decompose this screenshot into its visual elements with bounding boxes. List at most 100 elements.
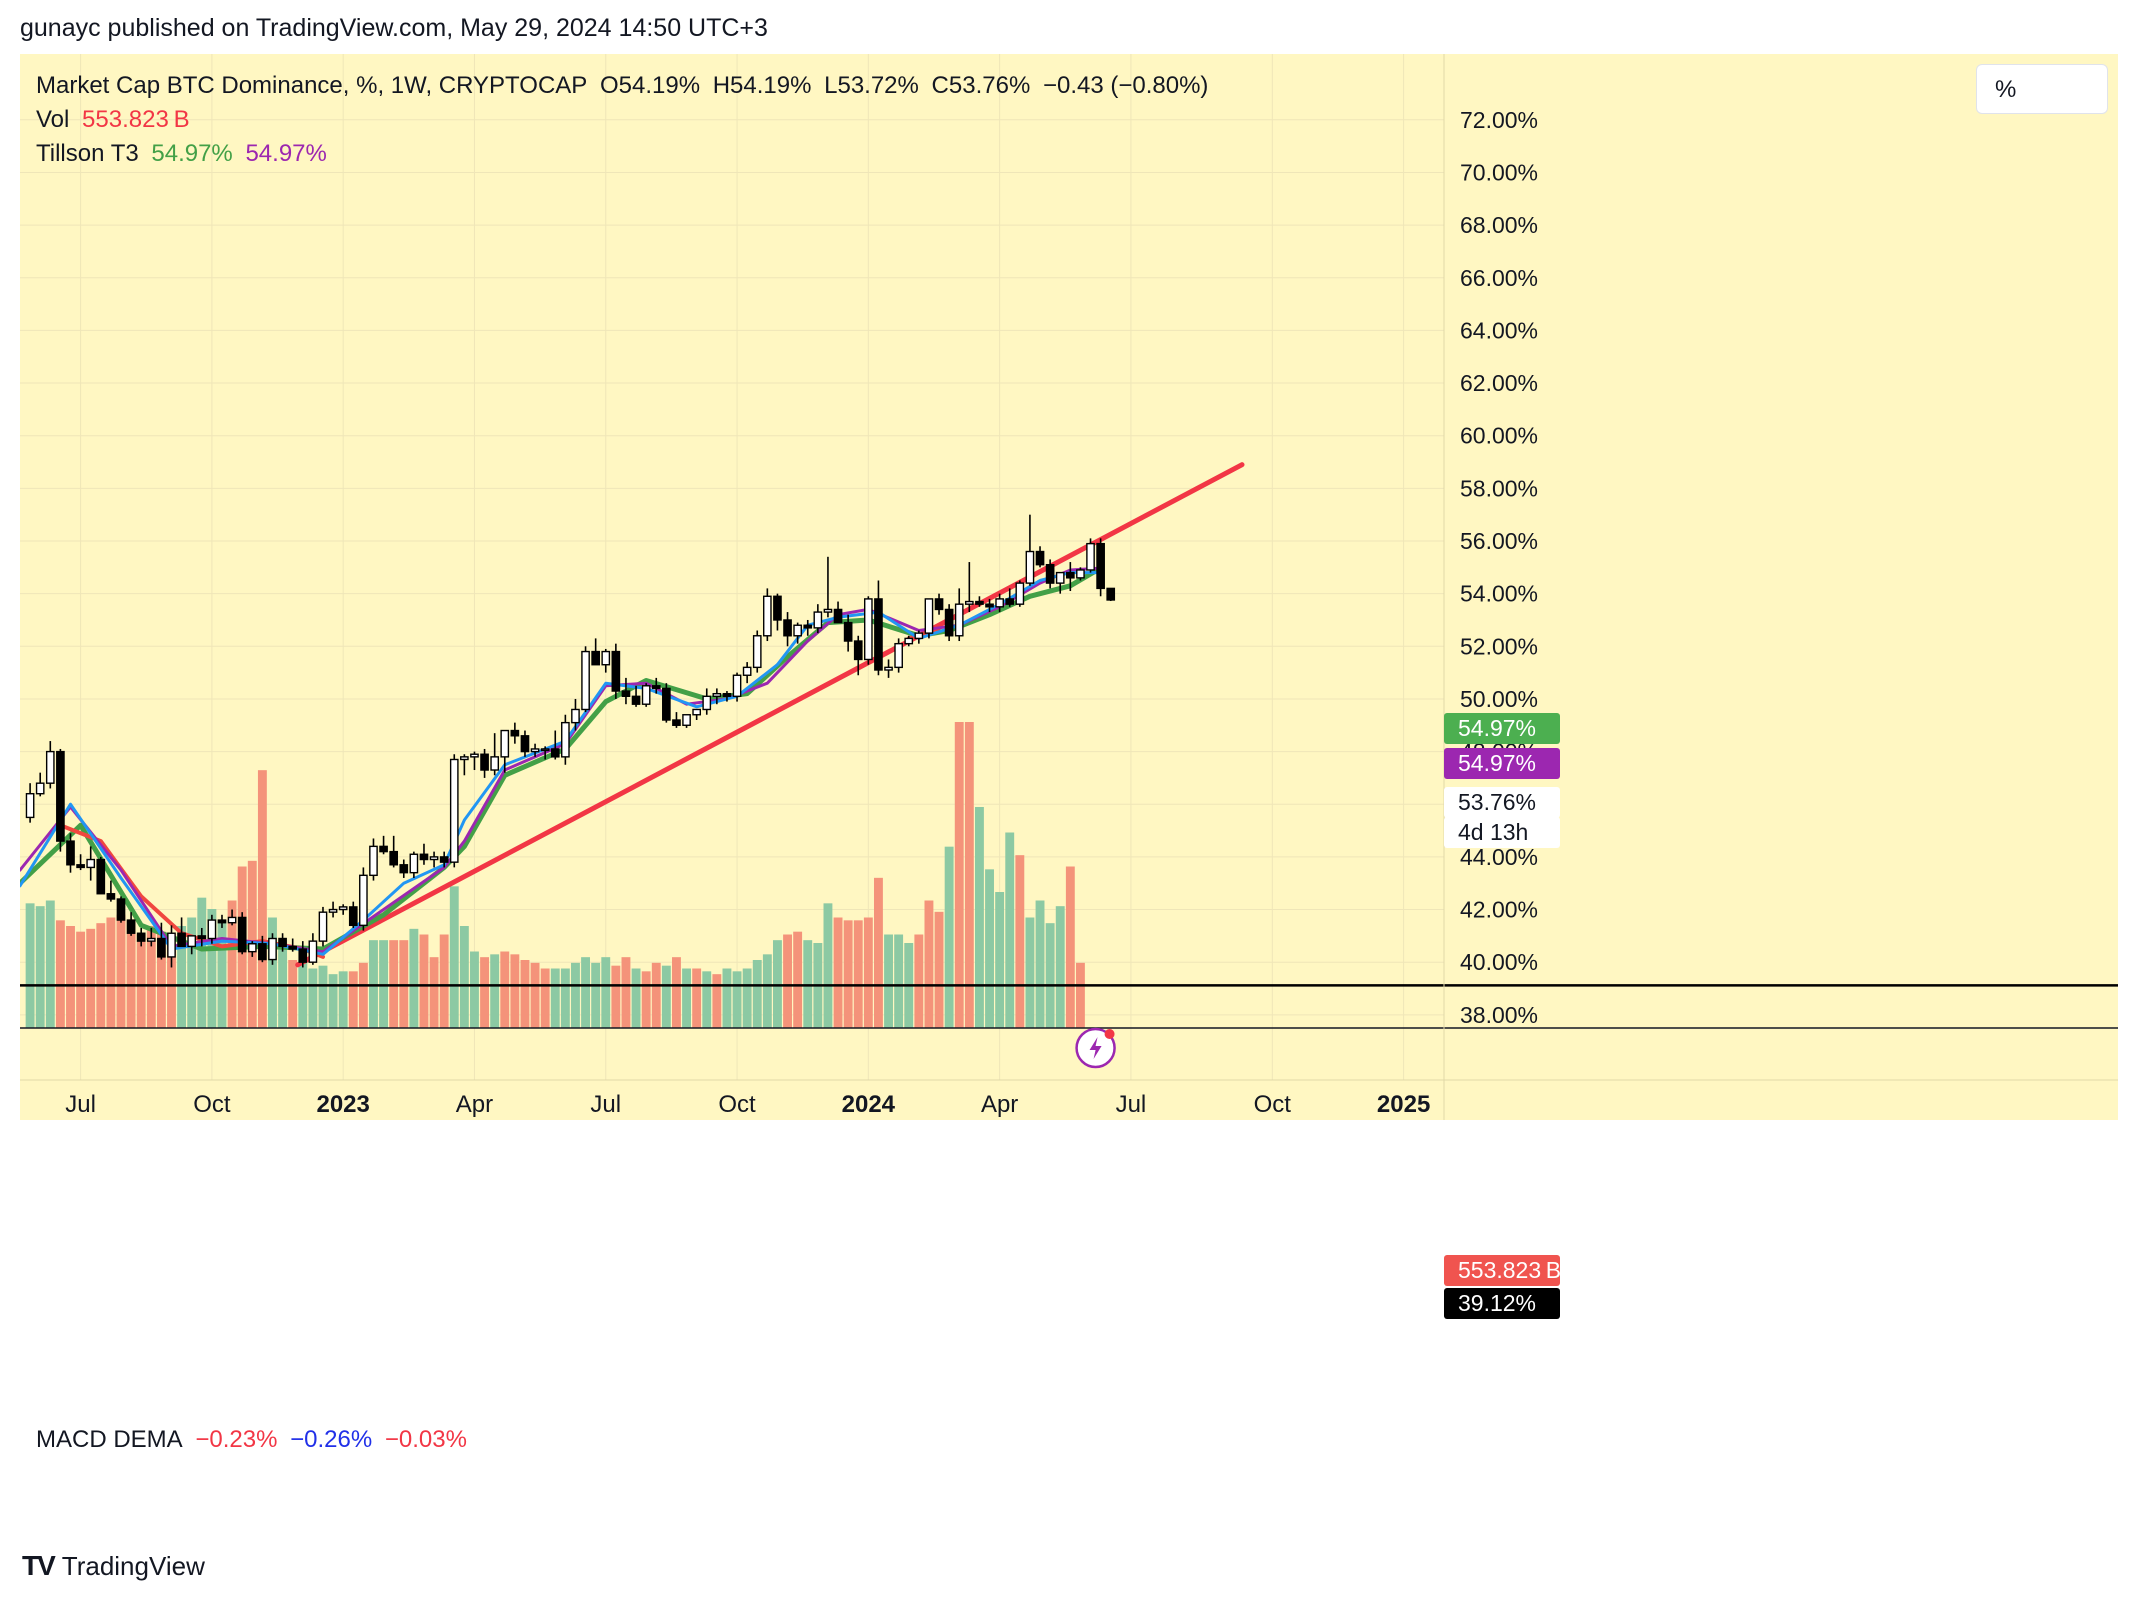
candle-body (611, 650, 621, 692)
publisher-credit: gunayc published on TradingView.com, May… (20, 14, 768, 42)
y-tick-label: 64.00% (1460, 317, 1538, 343)
y-tick-label: 40.00% (1460, 949, 1538, 975)
candle-body (197, 935, 207, 940)
legend-symbol[interactable]: Market Cap BTC Dominance, %, 1W, CRYPTOC… (36, 72, 588, 99)
volume-bar (470, 951, 479, 1028)
candle-body (66, 840, 75, 866)
candle-body (227, 916, 237, 924)
volume-bar (500, 951, 510, 1028)
volume-bar (722, 968, 732, 1028)
candle-body (1055, 571, 1065, 584)
volume-bar (409, 928, 419, 1028)
volume-bar (1045, 923, 1055, 1028)
candle-body (571, 708, 580, 724)
volume-bar (762, 954, 772, 1028)
volume-bar (944, 846, 954, 1028)
volume-bar (702, 971, 712, 1028)
legend-macd-label[interactable]: MACD DEMA (36, 1426, 183, 1453)
volume-bar (76, 931, 86, 1028)
candle-body (439, 856, 449, 863)
legend-low: L53.72% (824, 72, 919, 99)
candle-body (217, 919, 227, 924)
volume-bar (954, 722, 964, 1028)
volume-bar (429, 957, 439, 1028)
legend-volume-row[interactable]: Vol 553.823 B (36, 106, 196, 134)
candle-body (985, 603, 994, 608)
candle-body (874, 598, 883, 671)
x-tick-label: Apr (456, 1091, 493, 1118)
x-tick-label: Apr (981, 1091, 1018, 1118)
x-tick-label: 2025 (1377, 1091, 1430, 1118)
volume-bar (369, 940, 378, 1028)
candle-body (783, 619, 792, 637)
chart-canvas[interactable]: 38.00%40.00%42.00%44.00%46.00%48.00%50.0… (20, 54, 2118, 1530)
volume-bar (257, 770, 267, 1028)
volume-bar (783, 934, 792, 1028)
volume-bar (146, 926, 156, 1028)
candle-body (651, 685, 661, 690)
volume-bar (480, 957, 490, 1028)
price-tag-box (1444, 713, 1560, 744)
candle-body (490, 756, 500, 771)
candle-body (86, 858, 96, 869)
volume-bar (318, 965, 328, 1028)
price-tag-label: 53.76% (1458, 789, 1536, 815)
y-tick-label: 70.00% (1460, 159, 1538, 185)
candle-body (1065, 571, 1075, 579)
candle-body (187, 935, 197, 948)
candle-body (96, 858, 106, 895)
candle-body (1005, 598, 1015, 605)
volume-bar (530, 962, 540, 1028)
volume-bar (459, 926, 469, 1028)
volume-bar (177, 926, 187, 1028)
volume-bar (1075, 962, 1085, 1028)
candle-body (146, 937, 156, 942)
volume-bar (1015, 855, 1025, 1028)
volume-bar (803, 940, 813, 1028)
candle-body (449, 758, 459, 863)
volume-bar (823, 903, 833, 1028)
candle-body (338, 906, 348, 911)
volume-bar (439, 934, 449, 1028)
trendline (295, 462, 1245, 968)
volume-bar (399, 940, 409, 1028)
candle-body (460, 756, 469, 761)
legend-volume-label[interactable]: Vol (36, 106, 70, 133)
x-tick-label: Jul (65, 1091, 96, 1118)
candle-body (631, 695, 641, 705)
volume-bar (560, 968, 570, 1028)
candle-body (76, 864, 85, 869)
candle-body (954, 603, 964, 637)
candle-body (975, 600, 984, 605)
candle-body (803, 624, 813, 629)
scale-mode-button[interactable]: % (1976, 64, 2108, 114)
legend-close: C53.76% (931, 72, 1031, 99)
x-tick-label: Oct (193, 1091, 231, 1118)
candle-body (480, 753, 489, 771)
legend-macd-row[interactable]: MACD DEMA −0.23% −0.26% −0.03% (36, 1426, 473, 1454)
candle-body (298, 948, 308, 963)
candle-body (732, 674, 742, 698)
price-tag-box (1444, 1288, 1560, 1319)
volume-bar (96, 923, 106, 1028)
tradingview-brand[interactable]: TV TradingView (22, 1550, 205, 1582)
price-axis-background (1444, 54, 2118, 1120)
volume-bar (873, 877, 883, 1028)
volume-bar (490, 954, 500, 1028)
price-tag-box (1444, 787, 1560, 818)
candle-body (884, 666, 893, 671)
legend-t3-label[interactable]: Tillson T3 (36, 140, 139, 167)
candle-body (308, 940, 318, 963)
legend-t3-row[interactable]: Tillson T3 54.97% 54.97% (36, 140, 333, 168)
volume-bar (66, 926, 75, 1028)
volume-bar (995, 892, 1005, 1028)
volume-bar (227, 900, 237, 1028)
volume-bar (712, 974, 722, 1028)
candle-body (944, 608, 954, 637)
legend-symbol-row[interactable]: Market Cap BTC Dominance, %, 1W, CRYPTOC… (36, 72, 1214, 100)
price-tag-box (1444, 817, 1560, 848)
chart-frame[interactable]: 38.00%40.00%42.00%44.00%46.00%48.00%50.0… (20, 54, 2118, 1530)
volume-bar (853, 920, 863, 1028)
volume-bar (207, 909, 217, 1028)
price-tag-label: 4d 13h (1458, 819, 1528, 845)
